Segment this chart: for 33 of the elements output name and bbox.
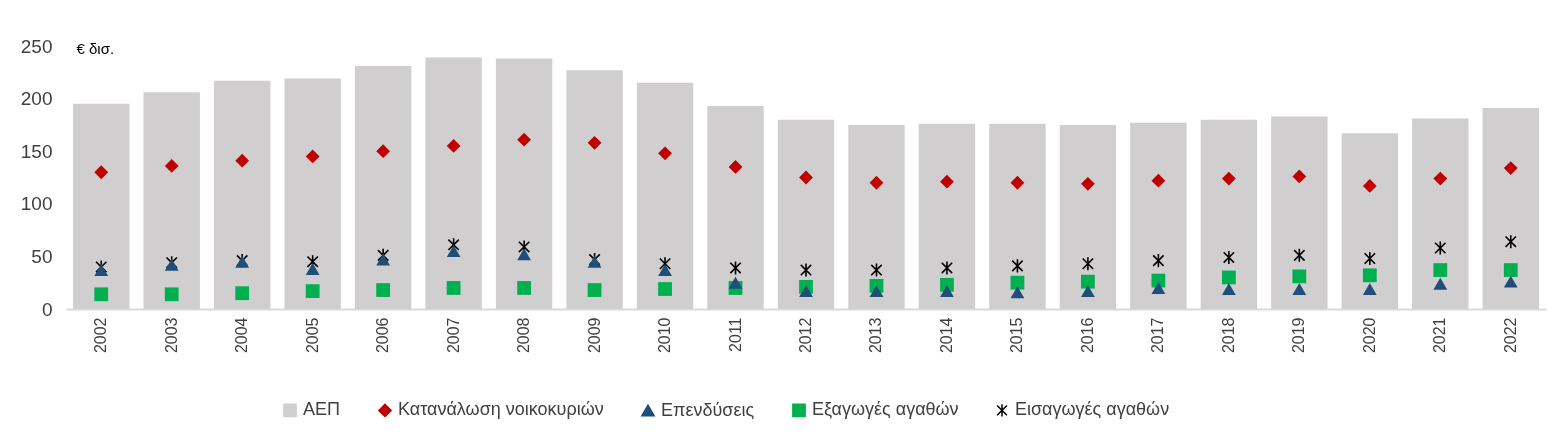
legend-label: Επενδύσεις xyxy=(661,399,755,420)
x-tick-label: 2006 xyxy=(374,317,392,354)
y-tick-label: 200 xyxy=(20,88,53,110)
y-tick-label: 50 xyxy=(31,245,53,267)
x-tick-label: 2016 xyxy=(1078,317,1096,354)
x-tick-label: 2019 xyxy=(1290,317,1308,354)
x-tick-label: 2017 xyxy=(1149,317,1167,354)
x-tick-label: 2003 xyxy=(162,317,180,354)
y-tick-label: 150 xyxy=(20,140,53,162)
x-tick-label: 2015 xyxy=(1008,317,1026,354)
x-tick-label: 2018 xyxy=(1219,317,1237,354)
x-tick-label: 2002 xyxy=(92,317,110,354)
y-axis-title: € δισ. xyxy=(76,39,115,57)
x-tick-label: 2007 xyxy=(444,317,462,354)
legend-label: Εισαγωγές αγαθών xyxy=(1015,399,1170,420)
x-tick-label: 2011 xyxy=(726,317,744,352)
x-tick-label: 2008 xyxy=(515,317,533,354)
x-tick-label: 2022 xyxy=(1501,317,1519,354)
y-tick-label: 100 xyxy=(20,193,53,215)
x-tick-label: 2009 xyxy=(585,317,603,354)
legend-label: Κατανάλωση νοικοκυριών xyxy=(398,399,604,420)
x-tick-label: 2020 xyxy=(1360,317,1378,354)
x-tick-label: 2021 xyxy=(1431,317,1449,354)
x-tick-label: 2012 xyxy=(797,317,814,354)
x-tick-label: 2004 xyxy=(233,317,251,354)
legend-label: Εξαγωγές αγαθών xyxy=(812,399,959,420)
y-tick-label: 0 xyxy=(41,298,53,320)
y-tick-label: 250 xyxy=(20,35,53,57)
x-tick-label: 2013 xyxy=(867,317,885,354)
x-tick-label: 2014 xyxy=(937,317,955,354)
x-tick-label: 2005 xyxy=(303,317,321,354)
legend-label: ΑΕΠ xyxy=(303,399,341,420)
x-tick-label: 2010 xyxy=(656,317,674,354)
